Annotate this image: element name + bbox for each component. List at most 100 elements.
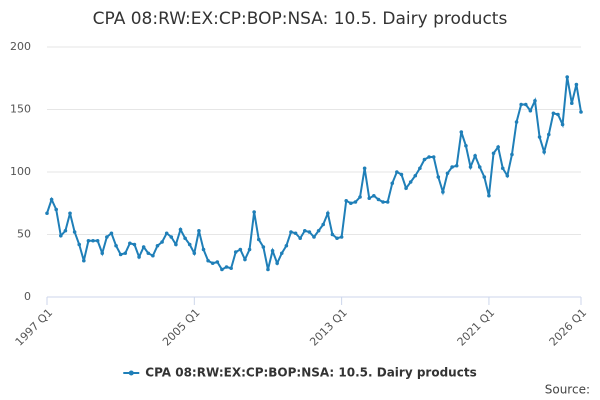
data-point bbox=[63, 228, 68, 233]
data-point bbox=[477, 165, 482, 169]
x-tick-label: 2013 Q1 bbox=[307, 306, 350, 349]
data-point bbox=[284, 243, 289, 248]
data-point bbox=[201, 247, 206, 252]
data-point bbox=[307, 230, 312, 234]
data-point bbox=[344, 198, 349, 203]
data-point bbox=[293, 231, 298, 236]
data-point bbox=[68, 211, 72, 216]
data-point bbox=[215, 260, 220, 264]
data-point bbox=[358, 195, 362, 199]
data-point bbox=[542, 150, 546, 154]
data-point bbox=[302, 228, 307, 233]
data-point bbox=[353, 200, 358, 204]
data-point bbox=[256, 237, 261, 242]
data-point bbox=[537, 135, 542, 139]
data-point bbox=[187, 242, 192, 247]
data-point bbox=[86, 238, 91, 243]
source: Source: bbox=[545, 383, 590, 397]
data-point bbox=[510, 152, 514, 157]
data-point bbox=[523, 102, 528, 107]
data-point bbox=[49, 197, 54, 202]
data-point bbox=[330, 232, 335, 237]
data-point bbox=[551, 111, 556, 116]
data-point bbox=[579, 110, 583, 114]
legend-marker bbox=[128, 370, 134, 376]
data-point bbox=[123, 251, 128, 256]
data-point bbox=[54, 207, 59, 212]
data-point bbox=[95, 238, 100, 243]
data-point bbox=[468, 165, 473, 169]
data-point bbox=[326, 211, 330, 216]
data-point bbox=[376, 197, 381, 202]
x-tick-label: 2005 Q1 bbox=[160, 306, 203, 349]
data-point bbox=[261, 245, 266, 249]
data-point bbox=[569, 101, 574, 106]
data-point bbox=[450, 165, 454, 169]
data-point bbox=[500, 166, 505, 171]
y-tick-label: 200 bbox=[10, 40, 31, 53]
data-point bbox=[77, 242, 82, 247]
data-line bbox=[46, 76, 582, 271]
data-point bbox=[459, 130, 464, 134]
data-point bbox=[247, 247, 252, 252]
data-point bbox=[178, 227, 183, 232]
data-point bbox=[270, 248, 275, 253]
data-point bbox=[160, 240, 164, 244]
data-point bbox=[482, 175, 487, 179]
data-point bbox=[546, 132, 551, 137]
data-point bbox=[422, 157, 427, 162]
data-point bbox=[279, 251, 284, 256]
y-tick-label: 50 bbox=[17, 228, 31, 241]
data-point bbox=[210, 261, 215, 266]
data-point bbox=[128, 241, 132, 246]
data-point bbox=[390, 181, 395, 186]
data-point bbox=[487, 193, 491, 198]
data-point bbox=[367, 196, 372, 201]
data-point bbox=[533, 98, 537, 103]
data-point bbox=[243, 257, 247, 262]
data-point bbox=[445, 171, 450, 176]
data-point bbox=[151, 253, 155, 258]
data-point bbox=[565, 75, 569, 79]
data-point bbox=[339, 235, 344, 239]
data-point bbox=[137, 255, 141, 259]
data-point bbox=[431, 155, 436, 159]
data-point bbox=[560, 122, 565, 127]
data-point bbox=[114, 243, 118, 248]
data-point bbox=[174, 242, 178, 247]
data-point bbox=[224, 265, 229, 269]
data-point bbox=[514, 120, 519, 124]
data-point bbox=[91, 238, 95, 243]
data-point bbox=[169, 235, 174, 239]
data-point bbox=[252, 210, 256, 214]
data-point bbox=[312, 235, 316, 239]
data-point bbox=[335, 236, 339, 241]
data-point bbox=[464, 143, 468, 148]
x-tick-label: 1997 Q1 bbox=[13, 306, 56, 349]
data-point bbox=[491, 151, 496, 156]
legend-label: CPA 08:RW:EX:CP:BOP:NSA: 10.5. Dairy pro… bbox=[145, 366, 476, 380]
y-tick-label: 150 bbox=[10, 103, 31, 116]
data-point bbox=[395, 170, 399, 174]
y-tick-label: 100 bbox=[10, 165, 31, 178]
data-point bbox=[427, 155, 431, 159]
data-point bbox=[404, 186, 408, 191]
data-point bbox=[220, 267, 224, 272]
data-point bbox=[385, 200, 390, 204]
data-point bbox=[146, 251, 151, 256]
data-point bbox=[408, 180, 413, 184]
data-point bbox=[100, 251, 105, 256]
data-point bbox=[155, 243, 160, 248]
data-point bbox=[399, 172, 404, 177]
data-point bbox=[574, 82, 579, 87]
data-point bbox=[141, 245, 146, 249]
data-point bbox=[229, 266, 233, 271]
data-point bbox=[59, 233, 63, 238]
data-point bbox=[454, 163, 459, 168]
data-point bbox=[289, 230, 293, 234]
data-point bbox=[316, 228, 321, 233]
data-point bbox=[381, 200, 385, 204]
data-point bbox=[556, 112, 560, 117]
data-point bbox=[238, 247, 243, 252]
